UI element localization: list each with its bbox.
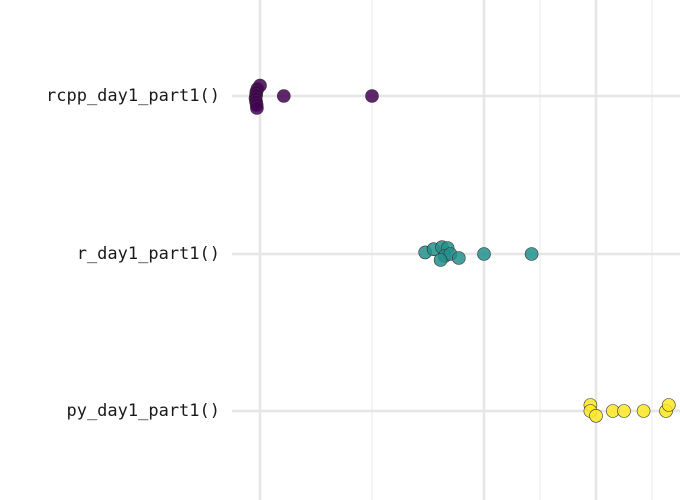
y-tick-label: r_day1_part1() [77, 244, 220, 264]
data-point [661, 398, 676, 412]
y-tick-labels: rcpp_day1_part1() r_day1_part1() py_day1_p… [46, 86, 220, 421]
data-point [250, 101, 264, 115]
y-tick-label: rcpp_day1_part1() [46, 86, 220, 106]
y-tick-label: py_day1_part1() [66, 401, 220, 421]
grid [232, 0, 680, 500]
data-point [433, 253, 448, 267]
data-point [617, 404, 631, 418]
data-point [276, 89, 291, 103]
data-point [365, 89, 379, 103]
data-point [636, 404, 651, 418]
data-point [589, 408, 603, 423]
data-points [248, 78, 676, 423]
data-point [451, 251, 466, 265]
data-point [524, 247, 539, 261]
data-point [477, 247, 491, 261]
